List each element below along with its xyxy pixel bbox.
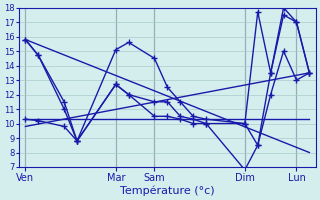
X-axis label: Température (°c): Température (°c) — [120, 185, 215, 196]
